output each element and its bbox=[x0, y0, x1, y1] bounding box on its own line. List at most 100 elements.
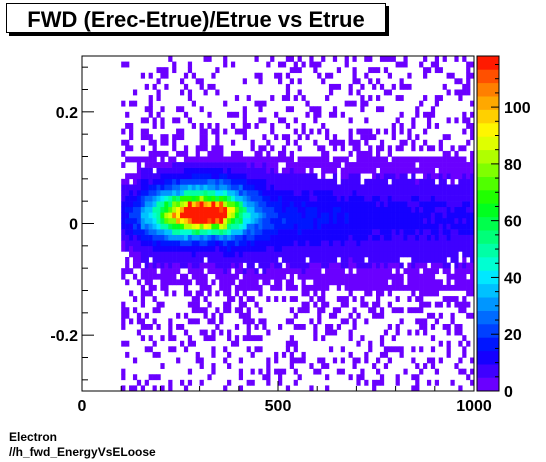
heatmap-cell bbox=[321, 357, 326, 364]
heatmap-cell bbox=[199, 257, 204, 263]
heatmap-cell bbox=[230, 178, 236, 185]
heatmap-cell bbox=[156, 307, 161, 314]
heatmap-cell bbox=[407, 195, 412, 202]
heatmap-cell bbox=[332, 273, 338, 280]
heatmap-cell bbox=[172, 240, 177, 247]
heatmap-cell bbox=[407, 178, 412, 185]
heatmap-cell bbox=[325, 95, 330, 101]
heatmap-cell bbox=[317, 296, 322, 302]
heatmap-cell bbox=[125, 195, 130, 202]
heatmap-cell bbox=[219, 223, 224, 230]
heatmap-cell bbox=[144, 251, 149, 258]
heatmap-cell bbox=[246, 296, 251, 302]
heatmap-cell bbox=[360, 301, 365, 308]
heatmap-cell bbox=[191, 100, 196, 107]
heatmap-cell bbox=[356, 156, 361, 163]
heatmap-cell bbox=[219, 212, 224, 219]
heatmap-cell bbox=[462, 206, 467, 213]
heatmap-cell bbox=[470, 273, 475, 280]
heatmap-cell bbox=[372, 156, 377, 163]
heatmap-cell bbox=[227, 268, 232, 275]
heatmap-cell bbox=[274, 195, 279, 202]
heatmap-cell bbox=[360, 245, 365, 252]
heatmap-cell bbox=[407, 279, 412, 286]
heatmap-cell bbox=[372, 83, 377, 90]
heatmap-cell bbox=[332, 206, 338, 213]
heatmap-cell bbox=[230, 150, 236, 157]
heatmap-cell bbox=[223, 178, 228, 185]
heatmap-cell bbox=[187, 201, 193, 208]
heatmap-cell bbox=[136, 329, 142, 336]
heatmap-cell bbox=[301, 184, 306, 191]
heatmap-cell bbox=[246, 167, 251, 174]
heatmap-cell bbox=[379, 229, 385, 235]
heatmap-cell bbox=[364, 201, 369, 208]
heatmap-cell bbox=[187, 67, 193, 74]
heatmap-cell bbox=[430, 268, 436, 275]
heatmap-cell bbox=[466, 217, 471, 224]
heatmap-cell bbox=[274, 184, 279, 191]
heatmap-cell bbox=[372, 279, 377, 286]
heatmap-cell bbox=[152, 173, 157, 180]
heatmap-cell bbox=[207, 374, 212, 381]
heatmap-cell bbox=[356, 279, 361, 286]
heatmap-cell bbox=[223, 284, 228, 291]
heatmap-cell bbox=[183, 245, 189, 252]
heatmap-cell bbox=[383, 162, 389, 168]
heatmap-cell bbox=[376, 262, 381, 269]
heatmap-cell bbox=[419, 240, 424, 247]
heatmap-cell bbox=[246, 284, 251, 291]
heatmap-cell bbox=[395, 61, 400, 68]
heatmap-cell bbox=[266, 167, 271, 174]
heatmap-cell bbox=[313, 268, 318, 275]
heatmap-cell bbox=[419, 273, 424, 280]
heatmap-cell bbox=[462, 223, 467, 230]
heatmap-cell bbox=[148, 212, 153, 219]
heatmap-cell bbox=[356, 78, 361, 85]
heatmap-cell bbox=[238, 128, 244, 135]
heatmap-cell bbox=[289, 234, 294, 241]
heatmap-cell bbox=[180, 251, 185, 258]
heatmap-cell bbox=[125, 279, 130, 286]
heatmap-cell bbox=[352, 167, 357, 174]
heatmap-cell bbox=[176, 324, 181, 330]
heatmap-cell bbox=[278, 217, 283, 224]
heatmap-cell bbox=[391, 173, 396, 180]
heatmap-cell bbox=[419, 368, 424, 375]
heatmap-cell bbox=[246, 223, 251, 230]
heatmap-cell bbox=[313, 262, 318, 269]
heatmap-cell bbox=[234, 184, 240, 191]
heatmap-cell bbox=[423, 178, 428, 185]
heatmap-cell bbox=[379, 167, 385, 174]
heatmap-cell bbox=[230, 245, 236, 252]
heatmap-cell bbox=[258, 262, 263, 269]
heatmap-cell bbox=[270, 95, 275, 101]
heatmap-cell bbox=[305, 229, 310, 235]
heatmap-cell bbox=[285, 72, 291, 79]
heatmap-cell bbox=[254, 279, 259, 286]
heatmap-cell bbox=[415, 234, 420, 241]
heatmap-cell bbox=[438, 167, 443, 174]
heatmap-cell bbox=[285, 234, 291, 241]
heatmap-cell bbox=[230, 223, 236, 230]
heatmap-cell bbox=[419, 190, 424, 196]
heatmap-cell bbox=[172, 290, 177, 297]
heatmap-cell bbox=[313, 251, 318, 258]
heatmap-cell bbox=[379, 106, 385, 113]
heatmap-cell bbox=[172, 217, 177, 224]
heatmap-cell bbox=[211, 251, 216, 258]
heatmap-cell bbox=[332, 139, 338, 146]
heatmap-cell bbox=[281, 368, 287, 375]
heatmap-cell bbox=[132, 385, 138, 392]
heatmap-cell bbox=[395, 379, 400, 386]
heatmap-cell bbox=[399, 95, 404, 101]
heatmap-cell bbox=[172, 234, 177, 241]
heatmap-cell bbox=[246, 184, 251, 191]
heatmap-cell bbox=[356, 379, 361, 386]
heatmap-cell bbox=[411, 307, 416, 314]
heatmap-cell bbox=[164, 273, 169, 280]
heatmap-cell bbox=[442, 268, 447, 275]
heatmap-cell bbox=[254, 346, 259, 353]
heatmap-cell bbox=[266, 245, 271, 252]
heatmap-cell bbox=[395, 240, 400, 247]
